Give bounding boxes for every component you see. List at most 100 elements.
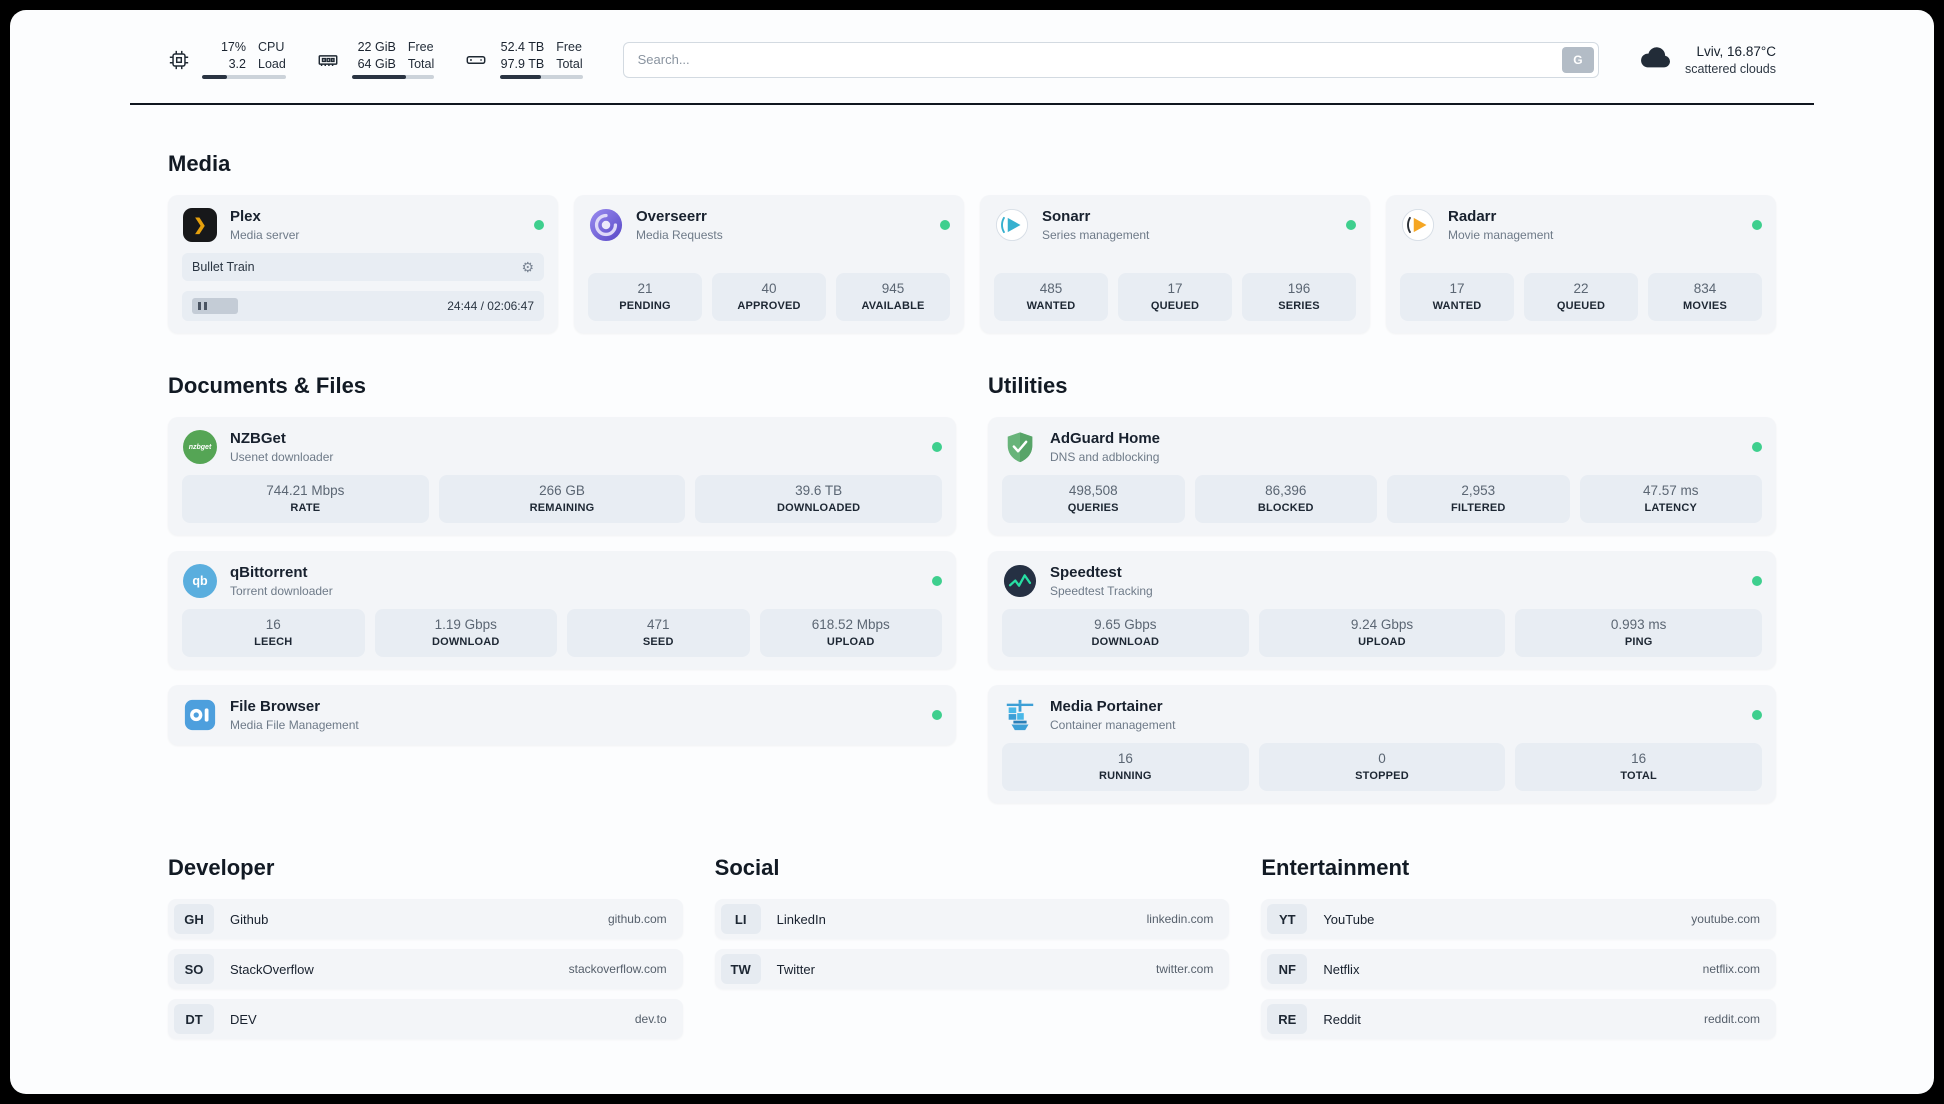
qbittorrent-icon: qb — [182, 563, 218, 599]
bookmark-name: DEV — [230, 1011, 257, 1027]
bookmark-abbr: SO — [174, 954, 214, 984]
section-title-developer: Developer — [168, 855, 275, 880]
bookmark-url: youtube.com — [1691, 912, 1760, 926]
bookmark-name: LinkedIn — [776, 911, 826, 927]
service-desc: Movie management — [1448, 228, 1554, 242]
bookmark-youtube[interactable]: YT YouTube youtube.com — [1261, 899, 1776, 939]
disk-free-value: 52.4 TB — [500, 40, 545, 54]
bookmark-stackoverflow[interactable]: SO StackOverflow stackoverflow.com — [168, 949, 683, 989]
service-name: Speedtest — [1050, 564, 1122, 581]
bookmark-name: Reddit — [1323, 1011, 1361, 1027]
sonarr-icon — [994, 207, 1030, 243]
ram-widget: 22 GiB 64 GiB Free Total — [316, 40, 435, 79]
stat-stopped: 0 STOPPED — [1258, 743, 1506, 791]
stat-queued: 22 QUEUED — [1524, 273, 1638, 321]
service-card-sonarr[interactable]: Sonarr Series management 485 WANTED 17 Q… — [980, 195, 1370, 333]
bookmark-abbr: YT — [1267, 904, 1308, 934]
bookmarks-developer: Developer GH Github github.com SO StackO… — [168, 855, 683, 1049]
stat-downloaded: 39.6 TB DOWNLOADED — [695, 475, 942, 523]
service-name: AdGuard Home — [1050, 430, 1161, 447]
plex-icon: ❯ — [182, 207, 218, 243]
system-stats: 17% 3.2 CPU Load — [168, 40, 583, 79]
search-input[interactable] — [622, 41, 1599, 78]
search-engine-button[interactable]: G — [1561, 46, 1594, 73]
section-title-media: Media — [168, 151, 231, 176]
service-card-filebrowser[interactable]: File Browser Media File Management — [168, 685, 956, 745]
cloud-icon — [1639, 44, 1673, 75]
service-name: Media Portainer — [1050, 698, 1163, 715]
bookmark-url: dev.to — [634, 1012, 667, 1026]
bookmark-url: netflix.com — [1702, 962, 1760, 976]
service-name: File Browser — [230, 698, 321, 715]
bookmarks-social: Social LI LinkedIn linkedin.com TW Twitt… — [714, 855, 1230, 999]
settings-gear-icon[interactable]: ⚙ — [521, 259, 534, 275]
service-card-overseerr[interactable]: Overseerr Media Requests 21 PENDING 40 A… — [574, 195, 964, 333]
bookmark-reddit[interactable]: RE Reddit reddit.com — [1261, 999, 1776, 1039]
stat-latency: 47.57 ms LATENCY — [1579, 475, 1762, 523]
nzbget-icon: nzbget — [182, 429, 218, 465]
bookmark-name: YouTube — [1323, 911, 1375, 927]
bookmarks-entertainment: Entertainment YT YouTube youtube.com NF … — [1261, 855, 1776, 1049]
service-name: Sonarr — [1042, 208, 1091, 225]
status-dot — [1752, 220, 1762, 230]
dashboard-panel: 17% 3.2 CPU Load — [10, 10, 1934, 1094]
playback-time: 24:44 / 02:06:47 — [447, 299, 534, 313]
cpu-chip-icon — [168, 49, 190, 71]
bookmark-github[interactable]: GH Github github.com — [168, 899, 683, 939]
bookmark-twitter[interactable]: TW Twitter twitter.com — [714, 949, 1230, 989]
service-desc: Container management — [1050, 718, 1176, 732]
stat-remaining: 266 GB REMAINING — [438, 475, 686, 523]
service-card-radarr[interactable]: Radarr Movie management 17 WANTED 22 QUE… — [1386, 195, 1776, 333]
header-divider — [130, 103, 1814, 105]
service-desc: Torrent downloader — [230, 584, 333, 598]
service-card-qbittorrent[interactable]: qb qBittorrent Torrent downloader 16 — [168, 551, 956, 669]
stat-movies: 834 MOVIES — [1648, 273, 1762, 321]
bookmark-dev[interactable]: DT DEV dev.to — [168, 999, 683, 1039]
bookmark-linkedin[interactable]: LI LinkedIn linkedin.com — [714, 899, 1230, 939]
service-card-adguard[interactable]: AdGuard Home DNS and adblocking 498,508 … — [988, 417, 1776, 535]
ram-total-label: Total — [407, 57, 435, 71]
cpu-bar — [202, 75, 286, 79]
service-desc: Series management — [1042, 228, 1150, 242]
service-name: Overseerr — [636, 208, 707, 225]
status-dot — [932, 576, 942, 586]
service-card-plex[interactable]: ❯ Plex Media server Bullet Train ⚙ 24:44… — [168, 195, 558, 333]
media-grid: ❯ Plex Media server Bullet Train ⚙ 24:44… — [168, 195, 1776, 333]
service-desc: Media Requests — [636, 228, 723, 242]
cpu-label: CPU — [258, 40, 285, 54]
service-card-portainer[interactable]: Media Portainer Container management 16 … — [988, 685, 1776, 803]
section-title-utilities: Utilities — [988, 373, 1068, 398]
stat-leech: 16 LEECH — [182, 609, 365, 657]
documents-column: Documents & Files nzbget NZBGet Usenet d… — [168, 373, 956, 745]
stat-download: 1.19 Gbps DOWNLOAD — [374, 609, 557, 657]
bookmark-name: Twitter — [776, 961, 815, 977]
bookmark-url: reddit.com — [1703, 1012, 1760, 1026]
service-card-nzbget[interactable]: nzbget NZBGet Usenet downloader 744.21 M… — [168, 417, 956, 535]
status-dot — [1752, 442, 1762, 452]
bookmark-name: Netflix — [1323, 961, 1360, 977]
pause-button[interactable] — [192, 298, 238, 314]
bookmark-abbr: GH — [174, 904, 214, 934]
bookmark-abbr: RE — [1267, 1004, 1308, 1034]
stat-approved: 40 APPROVED — [712, 273, 826, 321]
hard-drive-icon — [464, 49, 488, 71]
status-dot — [1346, 220, 1356, 230]
service-desc: Speedtest Tracking — [1050, 584, 1153, 598]
service-card-speedtest[interactable]: Speedtest Speedtest Tracking 9.65 Gbps D… — [988, 551, 1776, 669]
status-dot — [940, 220, 950, 230]
weather-location: Lviv, 16.87°C — [1696, 43, 1776, 59]
disk-free-label: Free — [556, 40, 582, 54]
stat-series: 196 SERIES — [1242, 273, 1356, 321]
stat-pending: 21 PENDING — [588, 273, 702, 321]
weather-widget[interactable]: Lviv, 16.87°C scattered clouds — [1639, 44, 1776, 76]
bookmark-netflix[interactable]: NF Netflix netflix.com — [1261, 949, 1776, 989]
service-desc: DNS and adblocking — [1050, 450, 1160, 464]
bookmark-abbr: TW — [720, 954, 761, 984]
stat-upload: 9.24 Gbps UPLOAD — [1258, 609, 1506, 657]
status-dot — [932, 442, 942, 452]
now-playing-title: Bullet Train — [192, 260, 255, 274]
section-title-entertainment: Entertainment — [1261, 855, 1410, 880]
header: 17% 3.2 CPU Load — [10, 10, 1934, 79]
service-name: Plex — [230, 208, 261, 225]
radarr-icon — [1400, 207, 1436, 243]
